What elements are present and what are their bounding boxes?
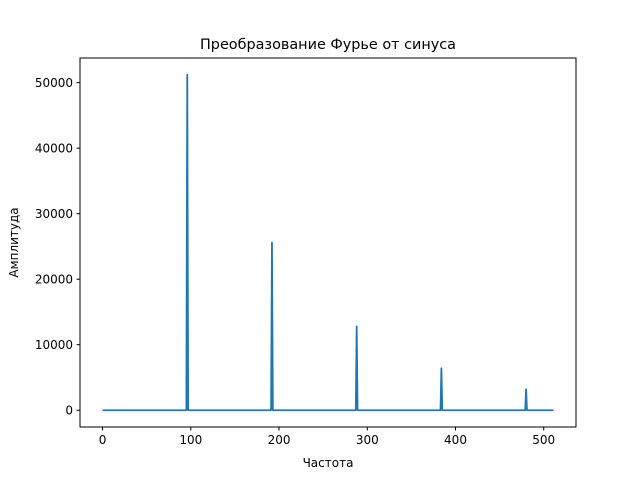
series-line <box>102 73 554 412</box>
x-tick-label: 0 <box>99 433 107 447</box>
y-tick-label: 20000 <box>35 273 73 287</box>
y-tick-label: 0 <box>65 404 73 418</box>
y-axis-label: Амплитуда <box>7 207 21 277</box>
axes-frame <box>79 57 577 428</box>
y-tick-label: 50000 <box>35 76 73 90</box>
y-tick-label: 40000 <box>35 142 73 156</box>
x-tick-label: 500 <box>532 433 555 447</box>
x-tick-label: 200 <box>268 433 291 447</box>
y-tick-label: 10000 <box>35 338 73 352</box>
x-axis-label: Частота <box>303 456 354 470</box>
chart-title: Преобразование Фурье от синуса <box>200 37 456 53</box>
x-tick-label: 400 <box>444 433 467 447</box>
x-tick-label: 100 <box>179 433 202 447</box>
x-tick-label: 300 <box>356 433 379 447</box>
y-tick-label: 30000 <box>35 207 73 221</box>
